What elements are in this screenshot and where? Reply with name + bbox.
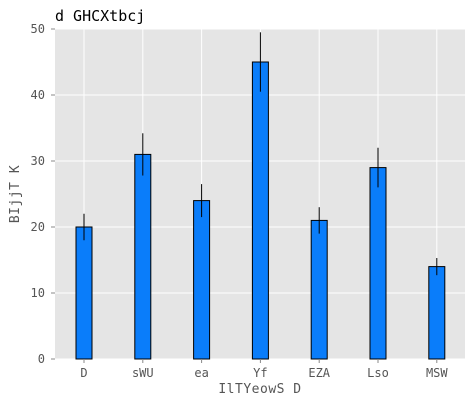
y-tick-label: 30: [31, 154, 45, 168]
bar-D: [76, 227, 92, 359]
x-tick-label: Lso: [367, 366, 389, 380]
y-axis-label: BIjjT K: [8, 165, 23, 223]
y-tick-label: 40: [31, 88, 45, 102]
x-tick-label: Yf: [253, 366, 267, 380]
x-tick-label: MSW: [426, 366, 448, 380]
bar-MSW: [429, 267, 445, 359]
chart-title: d GHCXtbcj: [55, 7, 145, 25]
x-tick-label: EZA: [308, 366, 330, 380]
y-tick-label: 20: [31, 220, 45, 234]
x-axis-label: IlTYeowS D: [218, 382, 301, 397]
bar-Yf: [252, 62, 268, 359]
x-tick-label: sWU: [132, 366, 154, 380]
y-tick-label: 10: [31, 286, 45, 300]
bar-Lso: [370, 168, 386, 359]
x-tick-label: D: [80, 366, 87, 380]
x-tick-label: ea: [194, 366, 208, 380]
y-tick-label: 50: [31, 22, 45, 36]
y-tick-label: 0: [38, 352, 45, 366]
bar-sWU: [135, 154, 151, 359]
bar-EZA: [311, 220, 327, 359]
bar-ea: [194, 201, 210, 359]
